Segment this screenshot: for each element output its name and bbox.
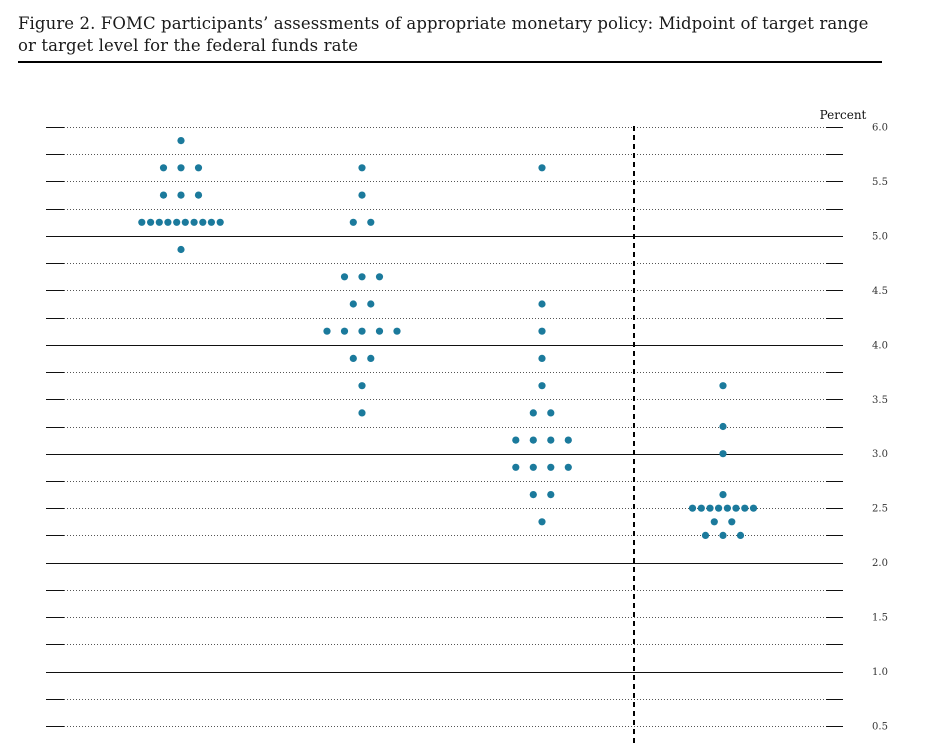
participant-dot [538,518,546,526]
participant-dot [358,191,366,199]
y-tick-label: 0.5 [872,722,888,733]
participant-dot [349,218,357,226]
y-tick-label: 5.5 [872,177,888,188]
participant-dot [349,354,357,362]
participant-dot [697,504,705,512]
participant-dot [538,354,546,362]
y-tick-label: 1.0 [872,667,888,678]
participant-dot [138,218,146,226]
y-tick-label: 3.5 [872,395,888,406]
participant-dot [706,504,714,512]
participant-dot [173,218,181,226]
participant-dot [529,409,537,417]
participant-dot [216,218,224,226]
y-tick-label: 2.5 [872,504,888,515]
participant-dot [155,218,163,226]
participant-dot [719,450,727,458]
participant-dot [728,518,736,526]
participant-dot [512,463,520,471]
participant-dot [538,327,546,335]
participant-dot [710,518,718,526]
participant-dot [340,273,349,281]
participant-dot [393,327,401,335]
participant-dot [194,191,203,199]
participant-dot [147,218,155,226]
participant-dot [367,354,375,362]
participant-dot [367,218,375,226]
y-tick-label: 4.5 [872,286,888,297]
participant-dot [358,327,366,335]
y-tick-label: 6.0 [872,123,888,134]
participant-dot [367,300,375,308]
participant-dot [340,327,349,335]
participant-dot [723,504,732,512]
participant-dot [688,504,697,512]
participant-dot [719,491,727,499]
participant-dot [719,382,727,390]
participant-dot [194,164,203,172]
y-tick-label: 4.0 [872,340,888,351]
participant-dot [512,436,520,444]
participant-dot [358,164,366,172]
right-axis: Percent 6.0 5.5 5.0 4.5 4.0 3.5 3.0 2.5 2.0 1.5 1.… [820,108,888,733]
participant-dot [547,409,555,417]
participant-dot [529,491,537,499]
participant-dot [207,218,215,226]
participant-dot [736,531,745,540]
participant-dot [538,300,546,308]
participant-dot [538,164,546,172]
participant-dot [177,191,185,199]
participant-dot [538,382,546,390]
participant-dot [719,422,727,431]
participant-dot [715,504,723,512]
participant-dot [349,300,357,308]
participant-dot [177,137,185,145]
y-tick-label: 3.0 [872,449,888,460]
y-tick-label: 5.0 [872,231,888,242]
participant-dot [358,382,366,390]
participant-dot [547,491,555,499]
participant-dot [199,218,207,226]
participant-dot [190,218,198,226]
participant-dot [164,218,172,226]
participant-dot [749,504,758,512]
participant-dot [375,273,384,281]
participant-dot [358,273,366,281]
participant-dot [159,191,168,199]
participant-dot [177,245,185,254]
title-rule [18,61,882,63]
participant-dot [741,504,749,512]
participant-dot [732,504,740,512]
gridlines [46,127,843,727]
participant-dot [181,218,189,226]
participant-dot [177,164,185,172]
participant-dot [529,436,537,444]
participant-dot [701,531,710,540]
participant-dot [159,164,168,172]
participant-dot [323,327,331,335]
y-axis-unit-label: Percent [820,108,867,122]
y-tick-label: 2.0 [872,558,888,569]
participant-dot [358,409,366,417]
participant-dot [719,531,727,540]
participant-dot [547,436,555,444]
participant-dot [375,327,384,335]
participant-dot [564,436,572,444]
participant-dots [138,137,758,540]
participant-dot [529,463,537,471]
figure-title: Figure 2. FOMC participants’ assessments… [18,14,869,55]
y-tick-label: 1.5 [872,613,888,624]
participant-dot [564,463,572,471]
participant-dot [547,463,555,471]
